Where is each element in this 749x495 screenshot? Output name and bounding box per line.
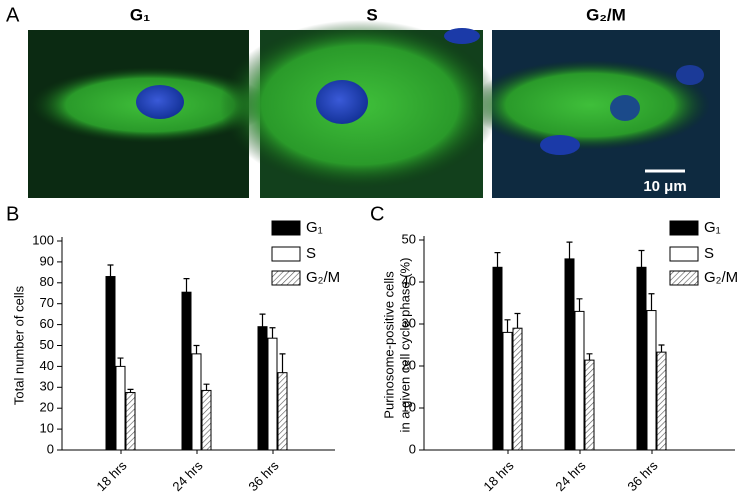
bar <box>584 359 595 451</box>
y-tick-label: 20 <box>402 357 416 372</box>
error-bar <box>127 388 134 393</box>
bar <box>656 351 667 451</box>
bar <box>277 372 288 451</box>
legend-swatch <box>669 220 699 236</box>
y-axis-label: in a given cell cycle phase (%) <box>397 258 412 433</box>
y-tick-label: 0 <box>409 441 416 456</box>
image-title: G₂/M <box>586 5 626 24</box>
error-bar <box>658 344 665 353</box>
bar <box>181 291 192 451</box>
error-bar <box>566 241 573 259</box>
error-bar <box>259 313 266 327</box>
y-tick-label: 70 <box>40 295 54 310</box>
error-bar <box>514 312 521 329</box>
bar <box>574 310 585 451</box>
y-tick-label: 0 <box>47 441 54 456</box>
bar <box>512 327 523 451</box>
bar <box>115 365 126 451</box>
error-bar <box>279 353 286 373</box>
legend-label: G₁ <box>704 219 721 236</box>
legend-swatch <box>669 246 699 262</box>
y-tick-label: 60 <box>40 316 54 331</box>
y-tick-label: 50 <box>40 337 54 352</box>
bar <box>125 392 136 451</box>
error-bar <box>638 249 645 268</box>
panel-label: A <box>6 4 20 26</box>
bar <box>191 353 202 451</box>
y-tick-label: 10 <box>402 399 416 414</box>
y-tick-label: 10 <box>40 421 54 436</box>
x-tick-label: 24 hrs <box>169 458 206 495</box>
error-bar <box>494 252 501 268</box>
x-tick-label: 36 hrs <box>624 458 661 495</box>
panel-label: C <box>370 203 384 225</box>
x-tick-label: 24 hrs <box>552 458 589 495</box>
legend-swatch <box>271 220 301 236</box>
y-tick-label: 90 <box>40 253 54 268</box>
bar <box>267 337 278 451</box>
error-bar <box>269 327 276 339</box>
legend-label: S <box>704 245 714 262</box>
error-bar <box>586 353 593 361</box>
micrograph <box>470 30 720 198</box>
y-tick-label: 80 <box>40 274 54 289</box>
y-tick-label: 40 <box>40 358 54 373</box>
micrograph <box>220 20 500 198</box>
bar <box>492 266 503 451</box>
bar <box>564 258 575 451</box>
x-tick-label: 36 hrs <box>245 458 282 495</box>
panel-label: B <box>6 203 19 225</box>
legend-swatch <box>271 246 301 262</box>
legend-swatch <box>271 270 301 286</box>
y-tick-label: 30 <box>40 379 54 394</box>
image-title: G₁ <box>130 5 150 24</box>
y-axis-label: Purinosome-positive cells <box>381 271 396 419</box>
bar <box>257 326 268 451</box>
legend-label: G₁ <box>306 219 323 236</box>
error-bar <box>107 264 114 277</box>
y-tick-label: 30 <box>402 315 416 330</box>
legend-label: G₂/M <box>704 269 738 286</box>
error-bar <box>193 344 200 354</box>
error-bar <box>117 357 124 367</box>
x-tick-label: 18 hrs <box>480 458 517 495</box>
error-bar <box>576 298 583 312</box>
y-axis-label: Total number of cells <box>11 285 26 405</box>
error-bar <box>504 319 511 333</box>
y-tick-label: 100 <box>32 232 54 247</box>
legend-swatch <box>669 270 699 286</box>
error-bar <box>648 293 655 311</box>
y-tick-label: 20 <box>40 400 54 415</box>
error-bar <box>183 278 190 293</box>
image-title: S <box>366 5 377 24</box>
bar <box>201 389 212 451</box>
bar <box>502 331 513 451</box>
error-bar <box>203 383 210 391</box>
bar <box>105 276 116 451</box>
y-tick-label: 40 <box>402 273 416 288</box>
x-tick-label: 18 hrs <box>93 458 130 495</box>
scale-bar-label: 10 μm <box>643 178 686 195</box>
y-tick-label: 50 <box>402 231 416 246</box>
bar <box>646 310 657 451</box>
micrograph <box>28 30 270 198</box>
legend-label: S <box>306 245 316 262</box>
bar <box>636 266 647 451</box>
legend-label: G₂/M <box>306 269 340 286</box>
